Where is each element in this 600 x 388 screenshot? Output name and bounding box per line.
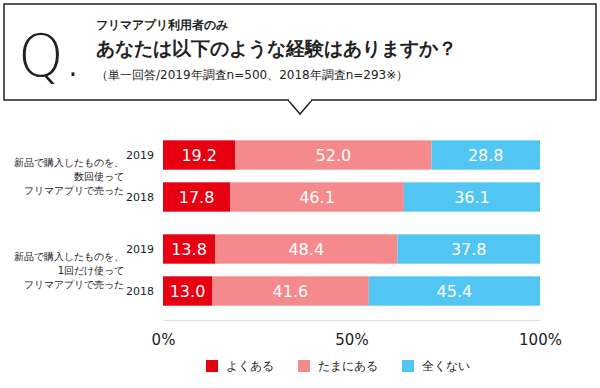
legend-swatch xyxy=(402,360,414,372)
category-label: 2018 xyxy=(126,191,154,204)
group-labels: 新品で購入したものを、数回使ってフリマアプリで売った新品で購入したものを、1回だ… xyxy=(14,157,124,290)
legend: よくある たまにある 全くない xyxy=(206,359,470,373)
bar-segment xyxy=(163,182,230,211)
category-label: 2019 xyxy=(126,243,154,256)
axis-line xyxy=(164,320,541,321)
tick: 0% xyxy=(152,320,176,349)
tick: 50% xyxy=(335,320,368,349)
data-label: 37.8 xyxy=(451,240,487,259)
bar-segment xyxy=(404,182,540,211)
data-label: 46.1 xyxy=(299,188,335,207)
header-pointer xyxy=(288,100,312,114)
legend-swatch xyxy=(206,360,218,372)
subtitle: フリマアプリ利用者のみ xyxy=(96,18,228,32)
category-label: 2019 xyxy=(126,149,154,162)
data-label: 17.8 xyxy=(179,188,215,207)
bar-segment xyxy=(431,140,540,169)
group-label: フリマアプリで売った xyxy=(24,279,124,290)
data-label: 52.0 xyxy=(316,146,352,165)
bar-segment xyxy=(215,234,397,263)
legend-swatch xyxy=(298,360,310,372)
legend-label: よくある xyxy=(226,359,274,373)
tick-label: 100% xyxy=(519,331,562,349)
badge: Q. xyxy=(18,22,82,90)
legend-item: よくある xyxy=(206,359,274,373)
data-label: 36.1 xyxy=(454,188,490,207)
data-labels: 19.2 17.8 13.8 13.0 52.0 46.1 48.4 41.6 28.8 36.1… xyxy=(170,146,504,301)
legend-label: たまにある xyxy=(318,359,378,373)
group-label: フリマアプリで売った xyxy=(24,185,124,196)
data-label: 13.8 xyxy=(171,240,207,259)
group-label: 新品で購入したものを、 xyxy=(14,251,124,262)
tick-label: 0% xyxy=(152,331,176,349)
bar-segment xyxy=(369,276,540,305)
chart: Q. フリマアプリ利用者のみあなたは以下のような経験はありますか？ （単一回答/20… xyxy=(0,0,600,388)
header: Q. フリマアプリ利用者のみあなたは以下のような経験はありますか？ （単一回答/20… xyxy=(4,4,596,114)
bar-segment xyxy=(230,182,404,211)
tick-label: 50% xyxy=(335,331,368,349)
tick: 100% xyxy=(519,320,562,349)
data-label: 45.4 xyxy=(437,282,473,301)
header-box xyxy=(4,4,596,100)
legend-item: たまにある xyxy=(298,359,378,373)
group-label: 新品で購入したものを、 xyxy=(14,157,124,168)
x-axis: 0% 50% 100% xyxy=(152,320,562,349)
bar-segment xyxy=(163,276,212,305)
category-label: 2018 xyxy=(126,285,154,298)
title: あなたは以下のような経験はありますか？ xyxy=(96,37,457,60)
group-label: 1回だけ使って xyxy=(58,265,124,276)
data-label: 13.0 xyxy=(170,282,206,301)
data-label: 41.6 xyxy=(273,282,309,301)
bar-segment xyxy=(212,276,369,305)
bar-segment xyxy=(235,140,431,169)
data-label: 19.2 xyxy=(181,146,217,165)
group-label: 数回使って xyxy=(74,171,124,182)
legend-item: 全くない xyxy=(402,359,470,373)
bars xyxy=(163,140,540,305)
note: （単一回答/2019年調査n=500、2018年調査n=293※） xyxy=(96,68,408,82)
data-label: 48.4 xyxy=(288,240,324,259)
bar-segment xyxy=(163,140,235,169)
header-pointer-gap xyxy=(289,99,311,102)
legend-label: 全くない xyxy=(422,359,470,373)
bar-segment xyxy=(163,234,215,263)
category-labels: 2019 2018 2019 2018 xyxy=(126,149,154,298)
data-label: 28.8 xyxy=(468,146,504,165)
bar-segment xyxy=(397,234,540,263)
